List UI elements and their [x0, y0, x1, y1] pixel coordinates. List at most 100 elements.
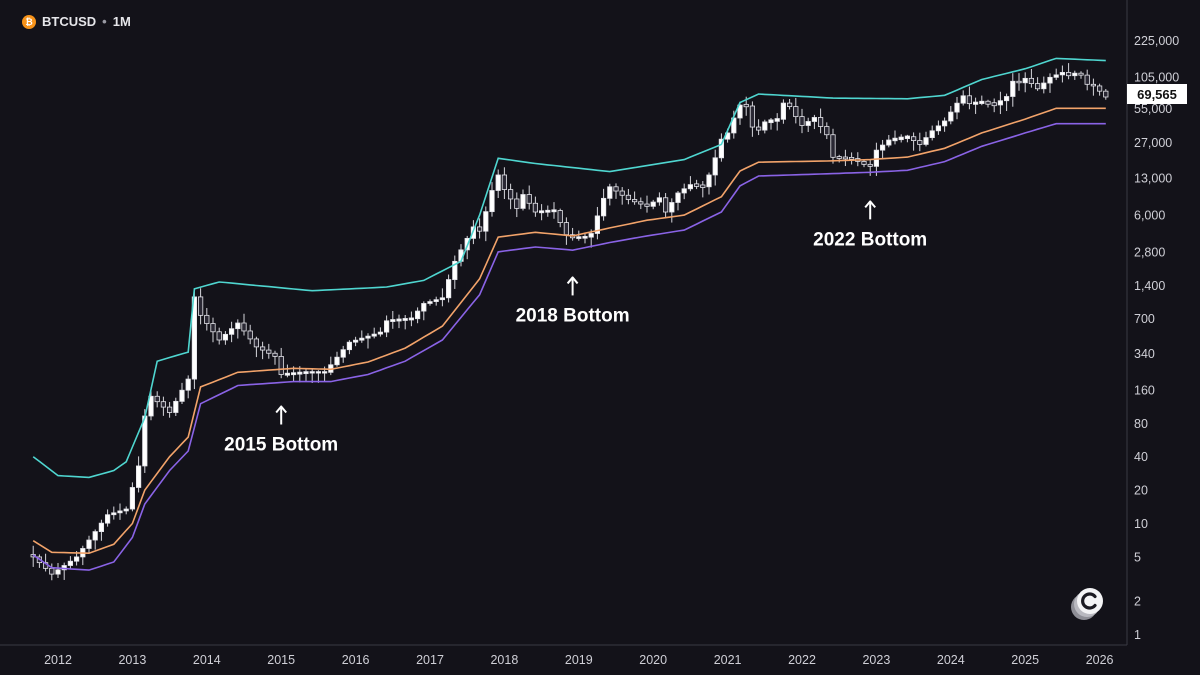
arrow-head: [864, 200, 876, 209]
bottom-annotation: 2018 Bottom: [516, 276, 630, 326]
candle: [923, 131, 929, 147]
candle: [904, 134, 911, 143]
x-tick-label: 2024: [937, 653, 965, 667]
candle: [458, 244, 464, 267]
candle: [1047, 73, 1053, 93]
candle: [365, 333, 371, 349]
candle: [545, 205, 551, 217]
price-badge: 69,565: [1127, 84, 1187, 104]
candle: [160, 396, 166, 416]
candle: [86, 535, 92, 553]
candle: [135, 456, 142, 493]
candle: [1084, 69, 1090, 91]
candle: [185, 375, 191, 399]
y-axis[interactable]: 225,000 105,000 55,000 27,000 13,000 6,000 2,8…: [1134, 34, 1179, 642]
candle: [1022, 72, 1028, 93]
candle: [241, 313, 247, 336]
candle: [123, 506, 129, 515]
candle: [1041, 76, 1047, 94]
candle: [638, 197, 644, 210]
candle: [1078, 71, 1084, 79]
lower-band-line: [32, 122, 1106, 571]
x-tick-label: 2018: [490, 653, 518, 667]
arrow-head: [275, 405, 287, 414]
candle: [377, 327, 384, 337]
candle: [644, 195, 650, 213]
candle: [520, 189, 526, 211]
x-axis[interactable]: 2012 2013 2014 2015 2016 2017 2018 2019 2020 2021…: [44, 653, 1113, 667]
candle: [557, 208, 563, 228]
annotation-label: 2015 Bottom: [224, 434, 338, 455]
candle: [1103, 89, 1109, 100]
bands-layer: [32, 57, 1106, 571]
candle: [117, 503, 123, 520]
candle: [1028, 68, 1034, 88]
y-tick-label: 1: [1134, 628, 1141, 642]
candle: [694, 179, 700, 190]
candle: [390, 310, 396, 329]
bottom-annotation: 2022 Bottom: [813, 200, 927, 250]
candle: [55, 562, 61, 578]
candle: [576, 230, 582, 241]
candle: [867, 159, 873, 176]
symbol-header[interactable]: ₿ BTCUSD • 1M: [22, 14, 131, 29]
candle: [929, 125, 935, 141]
candle: [539, 204, 545, 221]
candle: [173, 397, 179, 416]
candle: [315, 370, 322, 383]
candle: [495, 169, 501, 199]
candle: [427, 299, 433, 306]
candle: [675, 190, 681, 211]
y-tick-label: 40: [1134, 450, 1148, 464]
x-tick-label: 2021: [714, 653, 742, 667]
candle: [712, 149, 718, 186]
candle: [619, 187, 625, 205]
x-tick-label: 2013: [118, 653, 146, 667]
candle: [756, 119, 762, 136]
candle: [563, 217, 570, 245]
y-tick-label: 10: [1134, 517, 1148, 531]
x-tick-label: 2014: [193, 653, 221, 667]
c-logo-icon: [1066, 583, 1110, 627]
candle: [445, 274, 452, 303]
candle: [433, 296, 439, 306]
candle: [197, 288, 204, 325]
candle: [61, 562, 67, 580]
candle: [402, 314, 408, 330]
y-tick-label: 80: [1134, 417, 1148, 431]
candle: [532, 196, 539, 217]
y-tick-label: 27,000: [1134, 136, 1172, 150]
upper-band-line: [32, 57, 1106, 479]
candle: [669, 198, 675, 223]
y-tick-label: 55,000: [1134, 102, 1172, 116]
candle: [898, 134, 904, 143]
candle: [1090, 78, 1096, 96]
candle: [880, 139, 886, 160]
candle: [80, 545, 86, 566]
candle: [1035, 77, 1041, 91]
candle: [278, 347, 284, 379]
annotation-label: 2018 Bottom: [516, 305, 630, 326]
interval-label[interactable]: 1M: [112, 14, 131, 29]
candle: [1053, 68, 1059, 81]
candle: [830, 128, 836, 164]
candle: [650, 199, 656, 210]
candle: [799, 108, 805, 134]
candle: [501, 167, 508, 200]
candle: [489, 182, 495, 217]
candle: [768, 118, 774, 130]
candle: [1097, 83, 1103, 96]
candle: [204, 307, 210, 331]
x-tick-label: 2017: [416, 653, 444, 667]
candle: [259, 341, 266, 360]
candle: [935, 120, 942, 135]
candle: [687, 176, 694, 192]
candle: [352, 336, 359, 347]
y-tick-label: 5: [1134, 550, 1141, 564]
candle: [886, 134, 892, 148]
x-tick-label: 2023: [862, 653, 890, 667]
candle: [594, 206, 601, 240]
candle: [67, 556, 73, 569]
candle: [328, 356, 334, 376]
